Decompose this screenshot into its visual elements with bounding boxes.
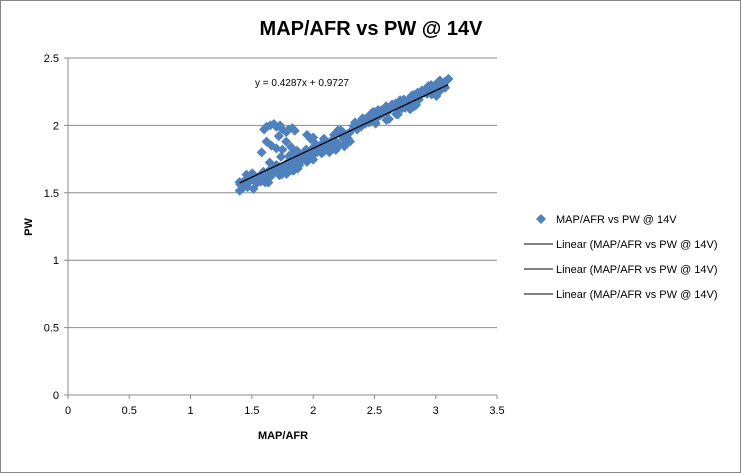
data-point-133: [308, 154, 319, 165]
data-point-263: [256, 147, 267, 158]
legend-entry-0: MAP/AFR vs PW @ 14V: [556, 214, 677, 226]
x-tick-label-2: 1: [188, 405, 194, 417]
data-point-252: [281, 136, 292, 147]
x-tick-label-6: 3: [433, 405, 439, 417]
trendline: [239, 84, 449, 184]
x-tick-label-3: 1.5: [244, 405, 259, 417]
x-tick-label-1: 0.5: [122, 405, 137, 417]
plot-axes: [67, 58, 498, 399]
legend-entry-2: Linear (MAP/AFR vs PW @ 14V): [556, 264, 718, 276]
y-axis-title: PW: [23, 218, 35, 236]
trendline-equation: y = 0.4287x + 0.9727: [255, 78, 349, 89]
legend: MAP/AFR vs PW @ 14V Linear (MAP/AFR vs P…: [524, 214, 718, 301]
y-tick-label-3: 1.5: [44, 188, 59, 200]
gridlines: [64, 57, 497, 396]
y-tick-label-0: 0: [53, 390, 59, 402]
data-point-16: [275, 151, 286, 162]
data-point-250: [289, 125, 300, 136]
legend-entry-1: Linear (MAP/AFR vs PW @ 14V): [556, 239, 718, 251]
data-point-159: [345, 136, 356, 147]
y-tick-label-5: 2.5: [44, 53, 59, 65]
data-point-239: [443, 73, 454, 84]
trendline-group: [239, 84, 449, 184]
x-tick-label-5: 2.5: [367, 405, 382, 417]
x-axis-title: MAP/AFR: [258, 430, 308, 442]
x-tick-label-4: 2: [310, 405, 316, 417]
chart-title: MAP/AFR vs PW @ 14V: [260, 18, 484, 40]
legend-marker-diamond: [536, 214, 546, 224]
data-point-57: [383, 114, 394, 125]
y-tick-label-2: 1: [53, 255, 59, 267]
y-tick-label-4: 2: [53, 120, 59, 132]
legend-entry-3: Linear (MAP/AFR vs PW @ 14V): [556, 289, 718, 301]
data-point-262: [310, 139, 321, 150]
data-point-251: [273, 131, 284, 142]
data-point-253: [286, 141, 297, 152]
scatter-points: [234, 73, 454, 196]
x-tick-label-0: 0: [65, 405, 71, 417]
data-point-261: [271, 143, 282, 154]
y-tick-labels: 0 0.5 1 1.5 2 2.5: [44, 53, 59, 402]
x-tick-labels: 0 0.5 1 1.5 2 2.5 3 3.5: [65, 405, 505, 417]
y-tick-label-1: 0.5: [44, 323, 59, 335]
x-tick-label-7: 3.5: [489, 405, 504, 417]
